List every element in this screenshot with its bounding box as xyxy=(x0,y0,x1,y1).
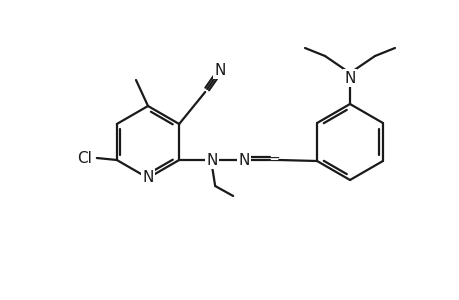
Text: N: N xyxy=(214,63,226,78)
Text: N: N xyxy=(142,170,153,185)
Text: N: N xyxy=(206,152,218,167)
Text: N: N xyxy=(344,70,355,86)
Text: =: = xyxy=(268,154,280,168)
Text: Cl: Cl xyxy=(77,151,92,166)
Text: N: N xyxy=(238,152,249,167)
